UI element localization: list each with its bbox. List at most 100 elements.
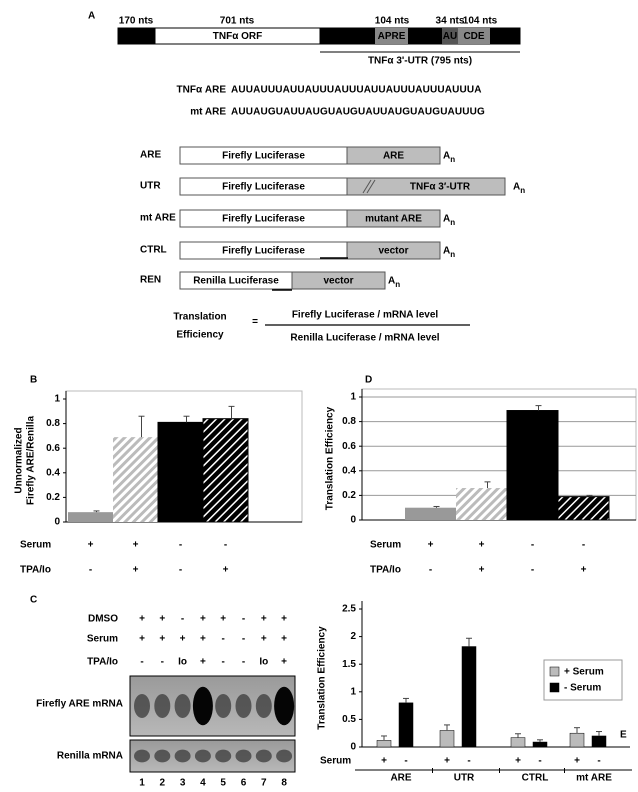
- construct-right-label: ARE: [383, 151, 404, 162]
- condition-symbol: -: [242, 614, 245, 625]
- condition-symbol: -: [242, 657, 245, 668]
- condition-name: Serum: [370, 540, 401, 551]
- lane-number: 2: [160, 778, 166, 789]
- lane-number: 1: [139, 778, 145, 789]
- legend-label: + Serum: [564, 667, 604, 678]
- poly-a: An: [443, 246, 455, 259]
- gel-band: [235, 694, 252, 718]
- condition-symbol: +: [200, 657, 206, 668]
- bar: [157, 421, 204, 523]
- panel-label: A: [88, 11, 95, 22]
- construct-name: UTR: [140, 181, 161, 192]
- gel-band: [274, 686, 295, 726]
- lane-number: 7: [261, 778, 267, 789]
- gene-segment: [458, 28, 490, 44]
- condition-symbol: +: [200, 634, 206, 645]
- y-tick-label: 0.2: [342, 490, 356, 501]
- y-axis-label: Translation Efficiency: [325, 406, 336, 510]
- condition-symbol: -: [404, 756, 407, 767]
- condition-symbol: +: [581, 565, 587, 576]
- condition-symbol: +: [159, 614, 165, 625]
- y-tick-label: 0.4: [342, 465, 356, 476]
- condition-symbol: +: [133, 540, 139, 551]
- condition-symbol: +: [515, 756, 521, 767]
- condition-symbol: -: [89, 565, 92, 576]
- bar: [113, 437, 158, 522]
- condition-symbol: Io: [178, 657, 187, 668]
- legend-swatch: [549, 682, 560, 693]
- poly-a-sub: n: [450, 218, 455, 227]
- bar: [569, 732, 585, 748]
- condition-symbol: -: [429, 565, 432, 576]
- gel-band: [276, 749, 293, 763]
- sequence-name: TNFα ARE: [177, 85, 227, 96]
- y-tick-label: 0.4: [46, 467, 60, 478]
- segment-size: 701 nts: [220, 16, 255, 27]
- gel-band: [194, 749, 211, 763]
- gene-segment: [442, 28, 458, 44]
- legend-swatch: [549, 666, 560, 677]
- construct-left-label: Renilla Luciferase: [193, 276, 279, 287]
- bar: [376, 740, 392, 748]
- y-tick-label: 0.8: [46, 418, 60, 429]
- condition-name: Serum: [320, 756, 351, 767]
- y-tick-label: 1.5: [342, 659, 356, 670]
- poly-a: An: [443, 151, 455, 164]
- condition-symbol: +: [200, 614, 206, 625]
- equation-numerator: Firefly Luciferase / mRNA level: [292, 310, 439, 321]
- construct-right: [346, 209, 441, 228]
- gel-band: [192, 686, 213, 726]
- condition-symbol: -: [140, 657, 143, 668]
- poly-a: An: [513, 182, 525, 195]
- y-tick-label: 0: [350, 742, 356, 753]
- condition-symbol: -: [179, 565, 182, 576]
- condition-symbol: -: [181, 614, 184, 625]
- condition-symbol: -: [538, 756, 541, 767]
- y-tick-label: 0: [350, 515, 356, 526]
- gel-label: Renilla mRNA: [57, 751, 123, 762]
- lane-number: 6: [241, 778, 247, 789]
- condition-symbol: -: [597, 756, 600, 767]
- condition-symbol: +: [428, 540, 434, 551]
- segment-name: APRE: [378, 31, 406, 42]
- bar: [439, 730, 455, 748]
- bar: [461, 646, 477, 748]
- segment-size: 170 nts: [119, 16, 154, 27]
- y-tick-label: 0.2: [46, 492, 60, 503]
- condition-symbol: +: [159, 634, 165, 645]
- poly-a: An: [443, 214, 455, 227]
- bar: [557, 496, 610, 521]
- condition-symbol: -: [467, 756, 470, 767]
- poly-a-sub: n: [395, 280, 400, 289]
- x-tick-label: mt ARE: [576, 773, 612, 784]
- construct-name: REN: [140, 275, 161, 286]
- construct-name: mt ARE: [140, 213, 176, 224]
- y-axis-label: Translation Efficiency: [317, 626, 328, 730]
- condition-symbol: +: [479, 565, 485, 576]
- y-tick-label: 1: [350, 392, 356, 403]
- condition-symbol: -: [222, 634, 225, 645]
- y-tick-label: 0.6: [46, 443, 60, 454]
- break-mark: [366, 179, 376, 194]
- gel-band: [215, 749, 232, 763]
- condition-symbol: +: [133, 565, 139, 576]
- gel-band: [174, 694, 191, 718]
- y-tick-label: 0.6: [342, 441, 356, 452]
- construct-right-label: vector: [323, 276, 353, 287]
- y-tick-label: 2: [350, 631, 356, 642]
- construct-name: ARE: [140, 150, 161, 161]
- condition-name: DMSO: [88, 614, 118, 625]
- equation-lhs: Efficiency: [176, 330, 224, 341]
- gel-band: [154, 749, 171, 763]
- condition-name: Serum: [87, 634, 118, 645]
- condition-name: TPA/Io: [20, 565, 51, 576]
- construct-left-label: Firefly Luciferase: [222, 246, 305, 257]
- gene-segment: [118, 28, 155, 44]
- bar: [532, 741, 548, 748]
- bar: [591, 735, 607, 748]
- bar: [405, 507, 456, 520]
- y-tick-label: 1: [54, 394, 60, 405]
- construct-right: [346, 241, 441, 260]
- construct-left-label: Firefly Luciferase: [222, 214, 305, 225]
- bar: [398, 702, 414, 748]
